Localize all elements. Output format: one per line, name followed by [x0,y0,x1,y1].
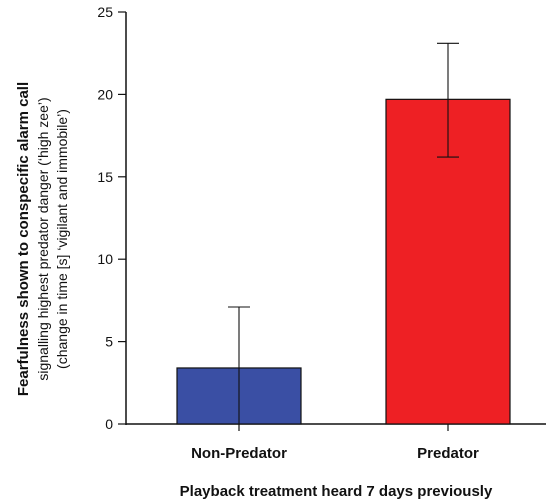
y-axis-title-line-1: Fearfulness shown to conspecific alarm c… [15,82,32,396]
y-axis-title-line-2: signalling highest predator danger (‘hig… [35,97,51,380]
y-tick-label: 20 [97,86,113,102]
x-tick-label: Non-Predator [191,445,287,462]
y-axis-title-line-3: (change in time [s] ‘vigilant and immobi… [54,109,70,369]
x-axis-title: Playback treatment heard 7 days previous… [180,483,493,500]
y-tick-label: 15 [97,169,113,185]
plot-area: 0 5 10 15 20 25 Non-Predator Predator [97,4,546,462]
x-tick-label: Predator [417,445,479,462]
y-tick-label: 0 [105,416,113,432]
y-tick-label: 5 [105,334,113,350]
y-tick-label: 25 [97,4,113,20]
y-axis-title: Fearfulness shown to conspecific alarm c… [15,82,70,396]
y-tick-label: 10 [97,251,113,267]
